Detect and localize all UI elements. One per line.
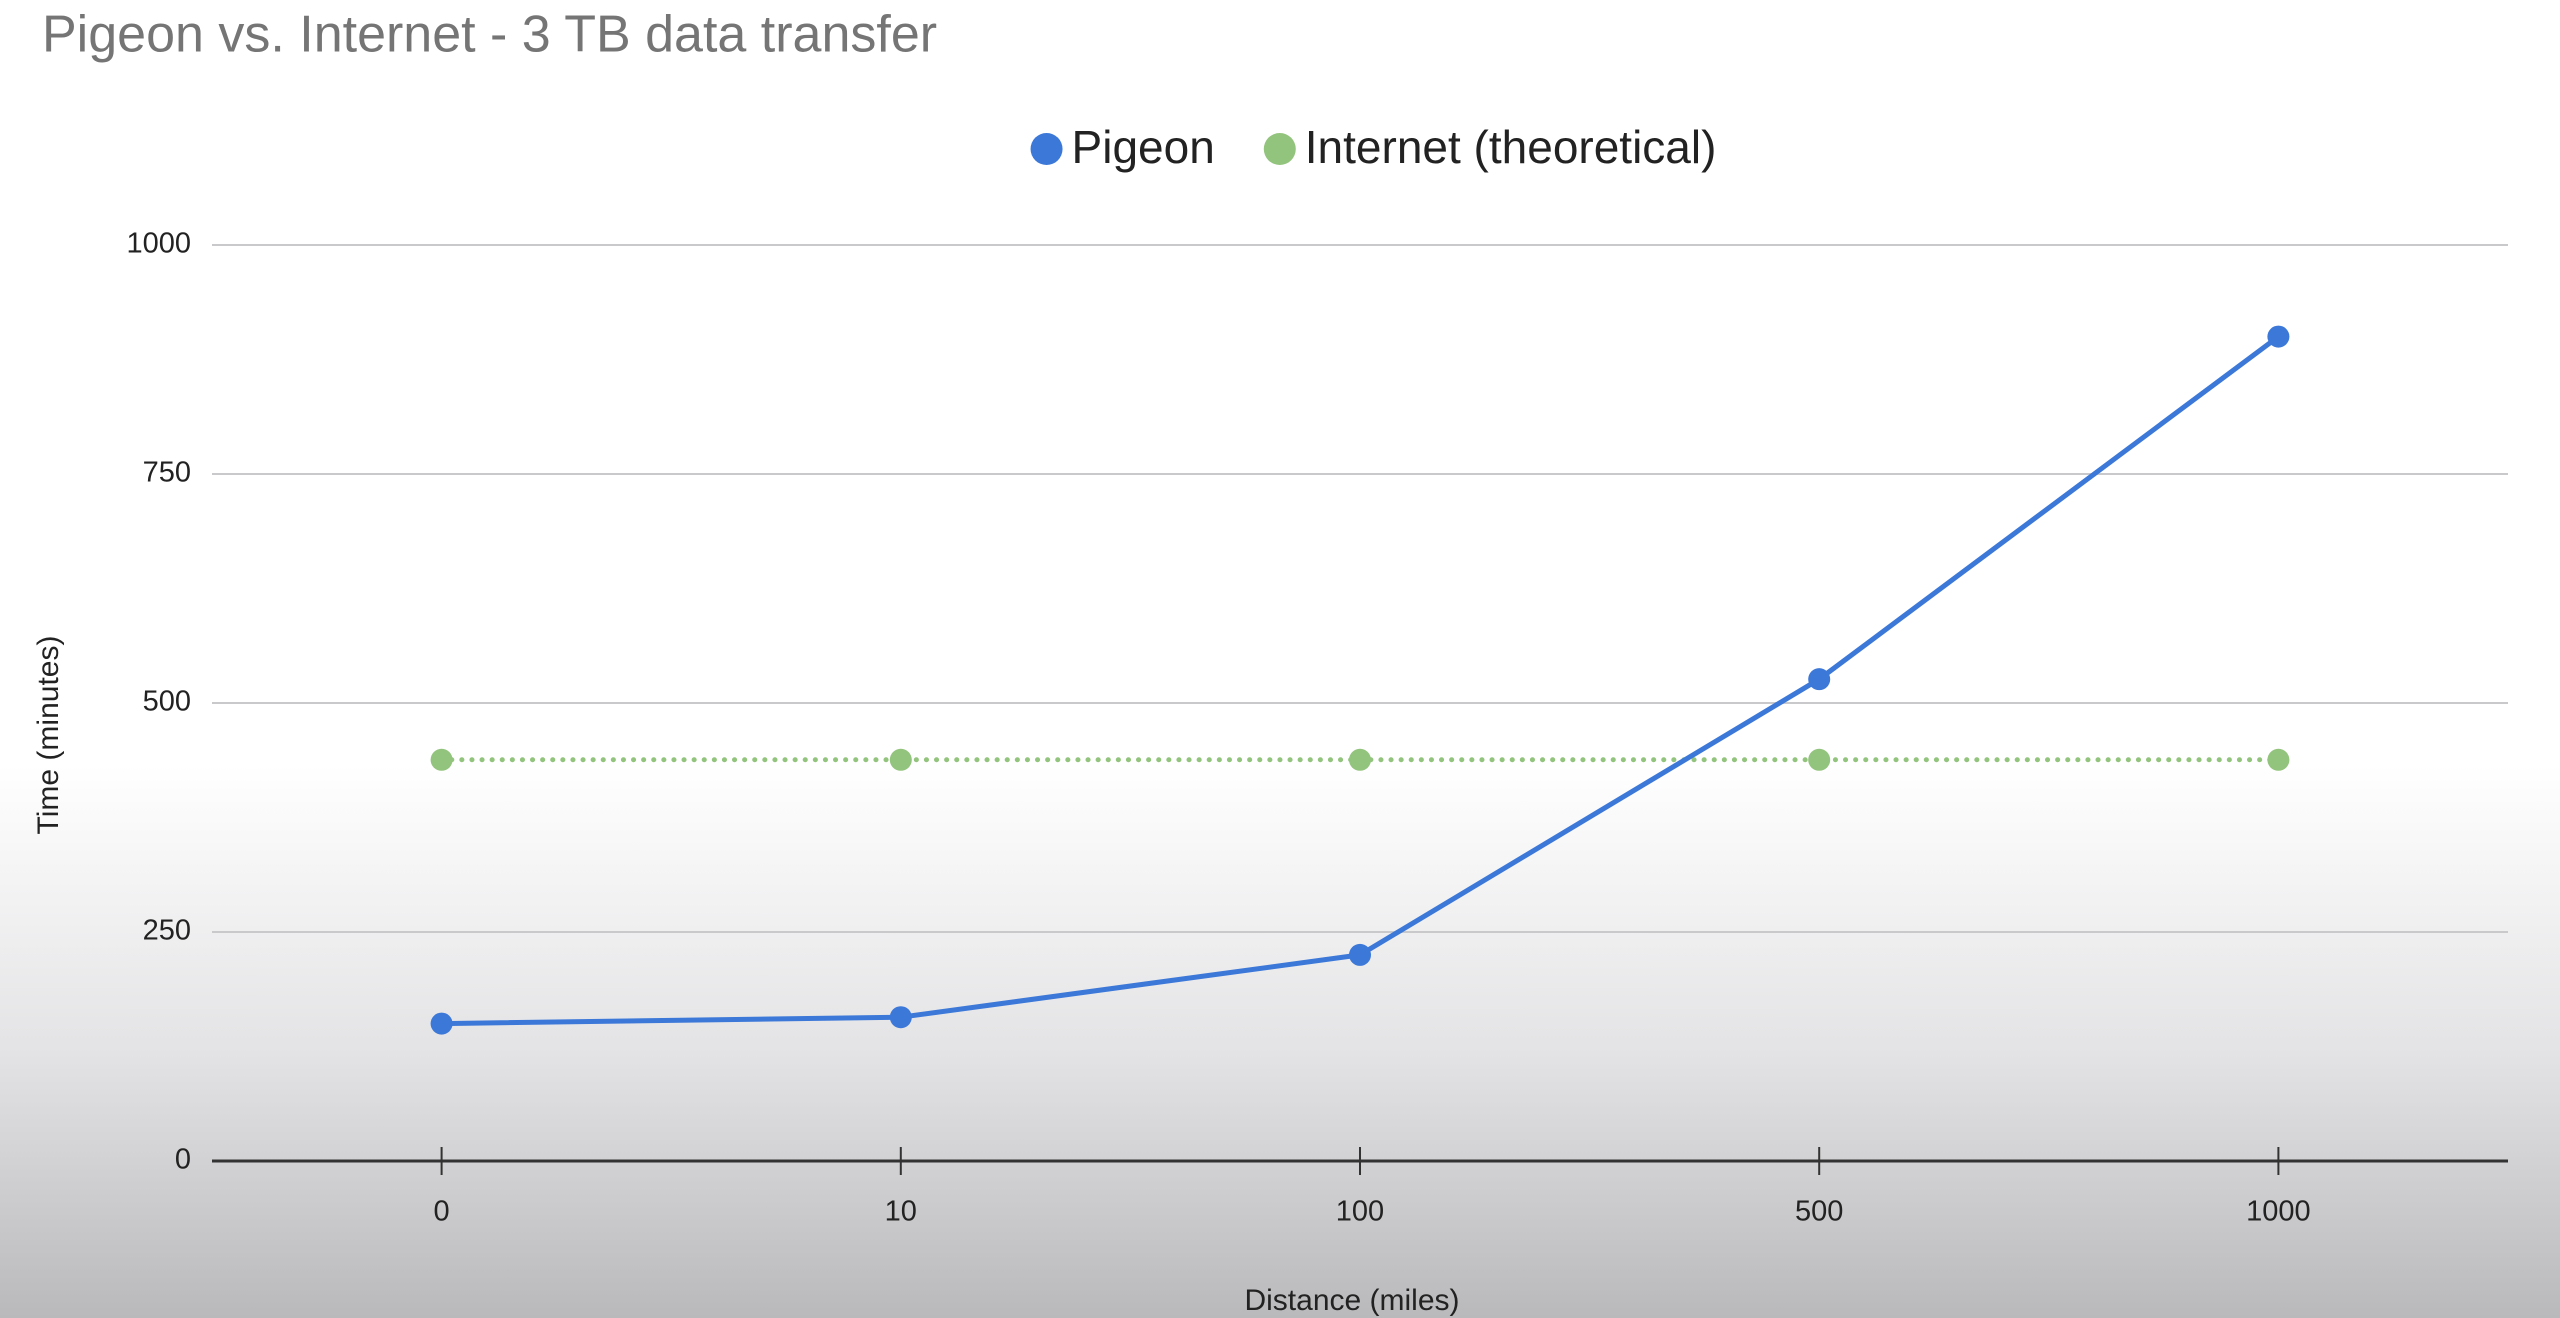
- x-tick-label: 10: [885, 1196, 917, 1228]
- point: [1349, 943, 1371, 966]
- point: [1808, 668, 1831, 691]
- y-axis-title: Time (minutes): [32, 636, 65, 835]
- legend-marker: [1263, 133, 1296, 165]
- x-tick-label: 0: [434, 1196, 450, 1228]
- x-axis-title: Distance (miles): [1244, 1284, 1459, 1317]
- y-tick-label: 0: [175, 1144, 191, 1176]
- point: [889, 1006, 912, 1029]
- point: [430, 1012, 453, 1035]
- y-tick-label: 250: [143, 915, 191, 947]
- x-tick-label: 1000: [2246, 1196, 2311, 1228]
- point: [889, 748, 912, 771]
- point: [1349, 748, 1371, 771]
- y-tick-label: 500: [143, 686, 191, 718]
- chart-title: Pigeon vs. Internet - 3 TB data transfer: [42, 6, 937, 64]
- point: [2267, 748, 2290, 771]
- x-tick-label: 500: [1795, 1196, 1843, 1228]
- y-tick-label: 750: [143, 457, 191, 489]
- point: [2267, 325, 2290, 348]
- point: [430, 748, 453, 771]
- series-line: [439, 334, 2281, 1027]
- legend-label: Pigeon: [1072, 121, 1215, 173]
- point: [1808, 748, 1831, 771]
- legend-marker: [1030, 133, 1063, 165]
- x-tick-label: 100: [1336, 1196, 1384, 1228]
- y-tick-label: 1000: [126, 228, 191, 260]
- legend-label: Internet (theoretical): [1305, 121, 1717, 173]
